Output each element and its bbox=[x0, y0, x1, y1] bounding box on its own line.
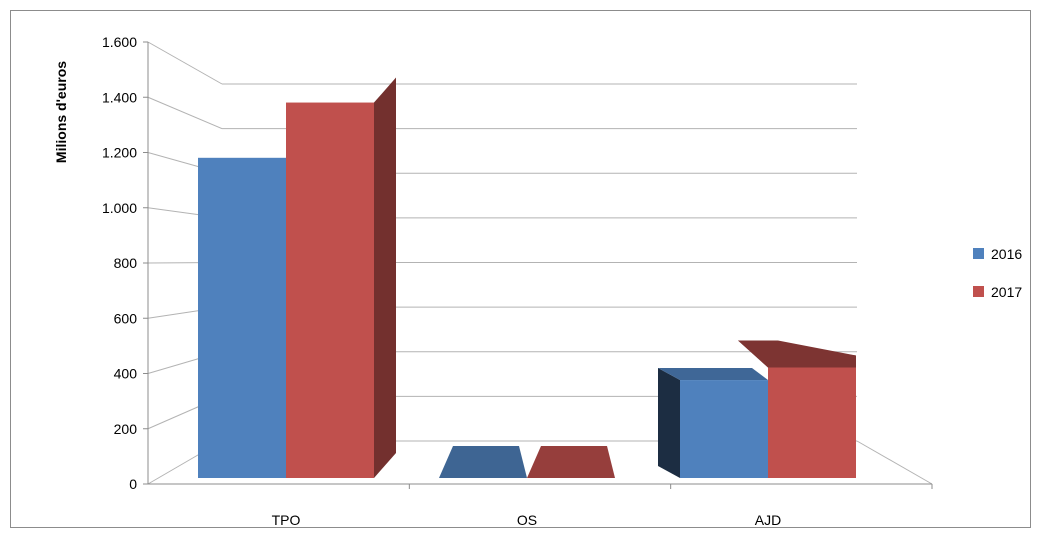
x-tick-label: TPO bbox=[272, 512, 301, 528]
bar-side bbox=[658, 368, 680, 478]
y-tick-label: 600 bbox=[114, 310, 138, 326]
legend-label-2017: 2017 bbox=[991, 284, 1022, 300]
gridline-side bbox=[147, 96, 223, 130]
floor-right-edge bbox=[856, 440, 933, 485]
legend-label-2016: 2016 bbox=[991, 246, 1022, 262]
bar-top bbox=[658, 368, 768, 381]
bar-tpo-2017 bbox=[286, 77, 396, 478]
legend: 2016 2017 bbox=[973, 246, 1022, 300]
bar-front bbox=[768, 367, 856, 478]
bar-os-2017 bbox=[527, 446, 615, 478]
bar-tpo-2016 bbox=[198, 157, 286, 478]
y-tick-label: 400 bbox=[114, 366, 138, 382]
x-tick-label: AJD bbox=[755, 512, 781, 528]
bar-ajd-2017 bbox=[738, 340, 856, 478]
y-tick-label: 1.600 bbox=[102, 34, 137, 50]
chart-frame bbox=[10, 10, 1031, 528]
y-tick-label: 800 bbox=[114, 255, 138, 271]
y-tick-label: 1.200 bbox=[102, 145, 137, 161]
bar-side bbox=[374, 77, 396, 478]
bar-ajd-2016 bbox=[658, 368, 768, 478]
x-tick-label: OS bbox=[517, 512, 537, 528]
y-tick-label: 200 bbox=[114, 421, 138, 437]
y-tick-label: 1.000 bbox=[102, 200, 137, 216]
legend-swatch-2016 bbox=[973, 248, 984, 259]
bar-front bbox=[680, 380, 768, 478]
legend-swatch-2017 bbox=[973, 286, 984, 297]
bar-os-2016 bbox=[439, 446, 527, 478]
bar-top-face bbox=[738, 340, 856, 368]
y-tick-label: 0 bbox=[129, 476, 137, 492]
y-axis-label: Milions d'euros bbox=[53, 61, 69, 163]
bar-top bbox=[527, 446, 615, 478]
bar-front bbox=[286, 102, 374, 478]
y-tick-label: 1.400 bbox=[102, 89, 137, 105]
bar-top bbox=[439, 446, 527, 478]
bar-front bbox=[198, 157, 286, 478]
gridline-side bbox=[147, 41, 223, 85]
